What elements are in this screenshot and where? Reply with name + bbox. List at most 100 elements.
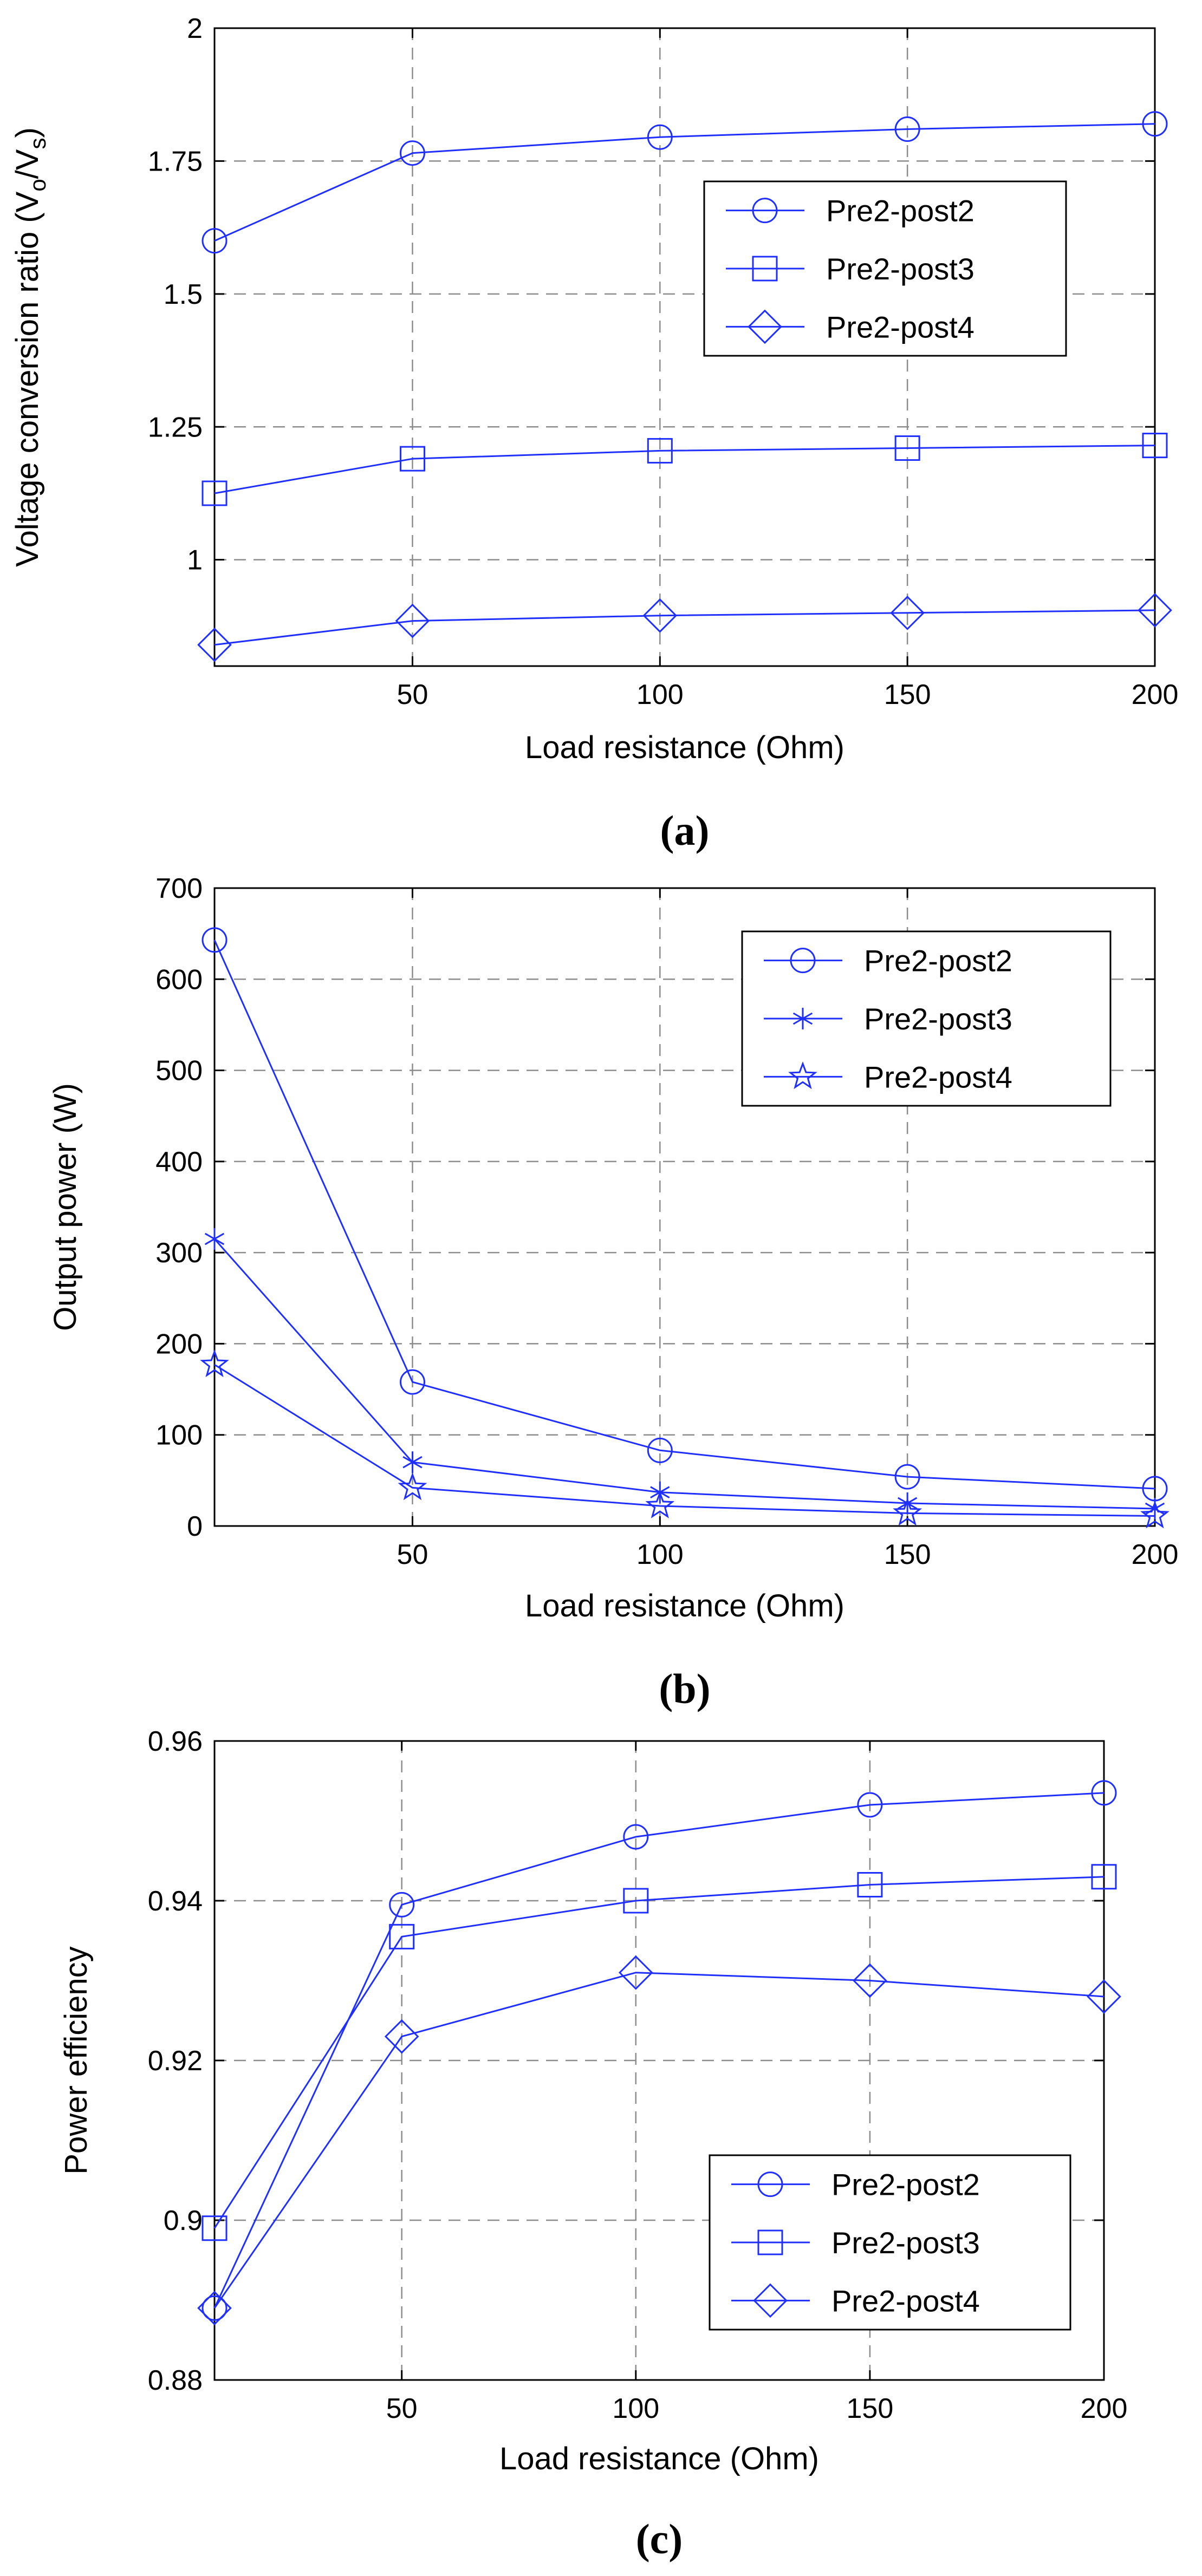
data-point <box>398 1472 427 1501</box>
legend-label: Pre2-post4 <box>831 2284 980 2318</box>
series-line <box>214 123 1155 242</box>
data-point <box>642 598 678 633</box>
plot-frame <box>213 887 1156 1527</box>
legend-label: Pre2-post4 <box>864 1060 1012 1094</box>
y-axis-label-part: /V <box>10 149 45 179</box>
series-line <box>213 1876 1104 2229</box>
legend-label: Pre2-post3 <box>864 1002 1012 1036</box>
data-point <box>200 1349 229 1378</box>
data-point <box>202 2215 228 2241</box>
legend-label: Pre2-post3 <box>831 2226 980 2260</box>
legend-item: Pre2-post2 <box>764 944 1012 978</box>
panel-caption: (a) <box>660 807 710 854</box>
legend-label: Pre2-post3 <box>826 252 974 286</box>
series-pre2-post3 <box>202 1864 1117 2241</box>
y-tick-label: 400 <box>155 1146 203 1178</box>
series-line <box>213 1972 1104 2309</box>
y-tick-label: 0.92 <box>148 2045 203 2077</box>
y-tick-label: 0.94 <box>148 1886 203 1917</box>
data-point <box>395 603 430 638</box>
data-point-stroke <box>402 1456 423 1469</box>
y-tick-label: 0.9 <box>164 2205 203 2236</box>
data-point <box>1138 593 1172 628</box>
y-tick-label: 0.88 <box>148 2365 203 2396</box>
data-point <box>857 1792 883 1818</box>
data-point <box>384 2019 419 2054</box>
legend-marker <box>757 2229 783 2255</box>
y-tick-label: 500 <box>155 1055 203 1087</box>
data-point <box>202 927 228 953</box>
data-point <box>402 1451 423 1473</box>
y-axis-label-part: Output power (W) <box>48 1083 83 1331</box>
data-point <box>1091 1864 1117 1890</box>
y-tick-label: 200 <box>155 1328 203 1360</box>
x-tick-label: 200 <box>1132 1539 1179 1570</box>
x-tick-label: 50 <box>386 2393 418 2424</box>
legend-label: Pre2-post2 <box>831 2168 980 2202</box>
y-axis-label: Output power (W) <box>48 1083 83 1331</box>
panel-caption: (b) <box>659 1665 710 1712</box>
series-line <box>213 940 1155 1490</box>
x-axis-label: Load resistance (Ohm) <box>499 2441 819 2476</box>
data-point <box>389 1923 415 1949</box>
series-line <box>214 609 1155 646</box>
data-point <box>623 1888 649 1914</box>
series-pre2-post2 <box>202 927 1168 1502</box>
data-point <box>857 1872 883 1897</box>
legend-item: Pre2-post2 <box>726 194 974 228</box>
data-point <box>389 1892 415 1918</box>
data-point <box>197 2291 232 2326</box>
data-point <box>618 1955 653 1990</box>
y-axis-label-subscript: s <box>25 138 50 149</box>
legend-marker <box>790 948 816 974</box>
x-axis-label: Load resistance (Ohm) <box>525 730 844 765</box>
data-point <box>1087 1979 1121 2014</box>
legend-item: Pre2-post2 <box>731 2168 980 2202</box>
legend-marker <box>792 1008 813 1029</box>
legend-marker <box>753 2283 788 2318</box>
x-tick-label: 50 <box>397 679 428 710</box>
y-tick-label: 1.25 <box>148 412 203 443</box>
x-tick-label: 200 <box>1081 2393 1128 2424</box>
y-axis-label-part: Power efficiency <box>59 1946 94 2174</box>
x-tick-label: 150 <box>884 1539 931 1570</box>
data-point <box>647 438 673 464</box>
data-point <box>202 228 228 254</box>
x-tick-label: 100 <box>636 679 684 710</box>
legend: Pre2-post2 Pre2-post3 Pre2-post4 <box>741 930 1112 1107</box>
data-point <box>204 1228 225 1250</box>
y-tick-label: 600 <box>155 964 203 995</box>
legend-marker <box>752 256 778 282</box>
chart-panel-b: 50 100 150 200 0 100 200 300 400 500 600 700 Load re… <box>48 873 1178 1712</box>
y-tick-label: 0.96 <box>148 1726 203 1757</box>
data-point <box>1142 111 1168 137</box>
series-pre2-post4 <box>200 1349 1169 1529</box>
data-point <box>399 140 425 166</box>
series-line <box>213 1792 1104 2308</box>
series-line <box>214 1364 1155 1517</box>
legend-item: Pre2-post3 <box>731 2226 980 2260</box>
legend-marker <box>788 1061 817 1090</box>
series-pre2-post2 <box>202 111 1168 254</box>
data-point <box>623 1824 649 1850</box>
legend-marker <box>752 198 778 224</box>
data-point <box>647 1437 673 1463</box>
data-point <box>202 480 228 506</box>
series-pre2-post3 <box>202 433 1168 506</box>
plot-frame <box>213 27 1156 667</box>
x-tick-label: 100 <box>636 1539 684 1570</box>
data-point-stroke <box>898 1497 918 1510</box>
y-tick-label: 2 <box>187 13 203 44</box>
data-point <box>202 2295 228 2321</box>
legend: Pre2-post2 Pre2-post3 Pre2-post4 <box>703 180 1067 357</box>
legend-item: Pre2-post4 <box>726 309 974 344</box>
legend-item: Pre2-post3 <box>764 1002 1012 1036</box>
x-tick-label: 100 <box>612 2393 659 2424</box>
series-pre2-post4 <box>197 1955 1121 2326</box>
legend-marker <box>757 2171 783 2197</box>
series-pre2-post4 <box>197 593 1172 662</box>
legend: Pre2-post2 Pre2-post3 Pre2-post4 <box>709 2154 1071 2331</box>
x-tick-label: 150 <box>884 679 931 710</box>
